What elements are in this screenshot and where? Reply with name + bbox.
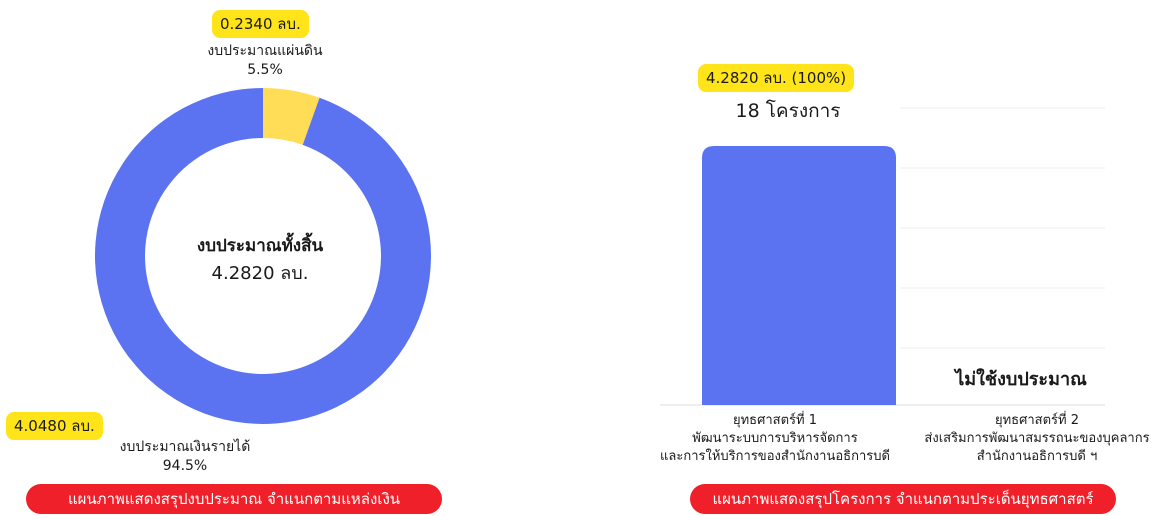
x-tick-label: ยุทธศาสตร์ที่ 2 ส่งเสริมการพัฒนาสมรรถนะข…: [912, 412, 1162, 466]
bar-value-label: 4.2820 ลบ. (100%): [698, 64, 855, 92]
slice-value-label: 4.0480 ลบ.: [6, 412, 103, 440]
strategy-projects-panel: 4.2820 ลบ. (100%) 18 โครงการ ไม่ใช้งบประ…: [600, 0, 1166, 516]
slice-percent-label: 94.5%: [162, 458, 208, 474]
donut-slice: [263, 88, 320, 145]
budget-source-panel: 0.2340 ลบ. งบประมาณแผ่นดิน 5.5% งบประมาณ…: [0, 0, 560, 516]
donut-center-label: งบประมาณทั้งสิ้น 4.2820 ลบ.: [130, 232, 390, 288]
x-tick-line: สำนักงานอธิการบดี ฯ: [976, 449, 1098, 464]
bar-chart: [660, 107, 1105, 406]
slice-category-name: งบประมาณเงินรายได้: [119, 439, 251, 455]
slice-value-label: 0.2340 ลบ.: [212, 10, 309, 38]
bar: [702, 146, 896, 405]
bar-count-label: 18 โครงการ: [735, 100, 841, 122]
donut-center-title: งบประมาณทั้งสิ้น: [196, 236, 324, 256]
x-tick-line: ยุทธศาสตร์ที่ 1: [732, 413, 817, 428]
slice-category-label: งบประมาณแผ่นดิน 5.5%: [180, 42, 350, 80]
zero-bar-label: ไม่ใช้งบประมาณ: [955, 369, 1087, 390]
chart-caption: แผนภาพแสดงสรุปงบประมาณ จำแนกตามแหล่งเงิน: [26, 484, 442, 514]
x-tick-line: และการให้บริการของสำนักงานอธิการบดี: [660, 449, 890, 464]
donut-chart: [94, 88, 431, 425]
chart-caption: แผนภาพแสดงสรุปโครงการ จำแนกตามประเด็นยุท…: [690, 484, 1116, 514]
donut-slice: [94, 88, 431, 425]
donut-center-value: 4.2820 ลบ.: [211, 263, 309, 284]
x-tick-line: พัฒนาระบบการบริหารจัดการ: [692, 431, 858, 446]
x-tick-label: ยุทธศาสตร์ที่ 1 พัฒนาระบบการบริหารจัดการ…: [650, 412, 900, 466]
x-tick-line: ยุทธศาสตร์ที่ 2: [994, 413, 1079, 428]
slice-category-label: งบประมาณเงินรายได้ 94.5%: [100, 438, 270, 476]
slice-percent-label: 5.5%: [247, 62, 283, 78]
x-tick-line: ส่งเสริมการพัฒนาสมรรถนะของบุคลากร: [924, 431, 1150, 446]
slice-category-name: งบประมาณแผ่นดิน: [207, 43, 323, 59]
